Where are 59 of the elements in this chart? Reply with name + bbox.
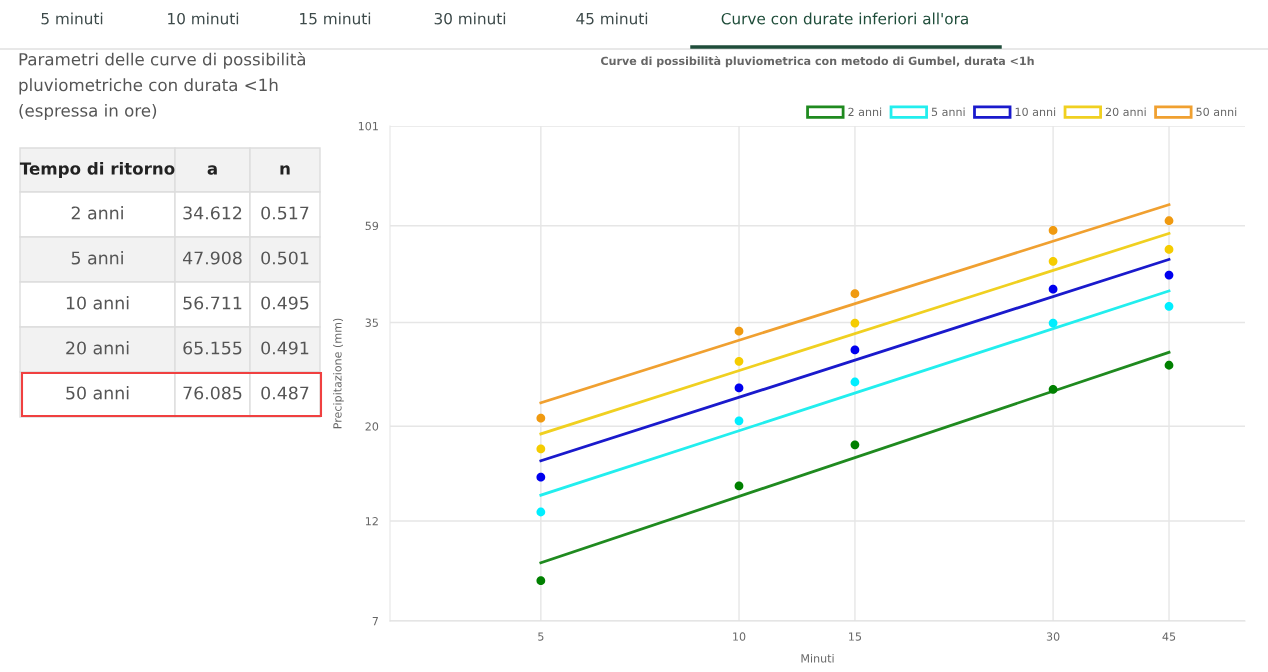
- x-tick-label: 5: [538, 632, 544, 641]
- y-tick-label: 59: [365, 221, 379, 231]
- text: 0.501: [261, 251, 309, 265]
- text: Parametri delle curve di possibilità pluviometriche con durata <1h (espressa in ore): [19, 52, 306, 121]
- text: n: [280, 165, 290, 175]
- point: [536, 507, 546, 517]
- y-tick-label: 101: [358, 121, 378, 131]
- text: 2 anni: [71, 206, 123, 220]
- text: 10 minuti: [168, 12, 239, 25]
- text: a: [207, 165, 217, 175]
- text: 20 anni: [66, 341, 129, 355]
- text: 34.612: [183, 206, 242, 220]
- text: 10 anni: [66, 296, 129, 310]
- text: 45 minuti: [576, 12, 648, 25]
- text: 65.155: [183, 341, 242, 355]
- legend-label: 10 anni: [1015, 107, 1056, 117]
- text: 15 minuti: [300, 12, 371, 25]
- legend-label: 5 anni: [931, 107, 965, 117]
- y-tick-label: 12: [365, 517, 378, 526]
- text: 56.711: [183, 296, 242, 310]
- y-tick-label: 20: [365, 422, 379, 431]
- point: [536, 413, 546, 423]
- legend-label: 20 anni: [1105, 107, 1146, 117]
- point: [1164, 245, 1174, 254]
- text: 0.487: [261, 386, 309, 400]
- y-axis-title: Precipitazione (mm): [333, 318, 344, 429]
- point: [536, 444, 546, 454]
- x-tick-label: 10: [733, 632, 746, 641]
- point: [850, 377, 860, 387]
- legend-label: 50 anni: [1196, 107, 1237, 117]
- point: [850, 440, 860, 450]
- text: 47.908: [182, 251, 242, 265]
- text: 76.085: [183, 386, 242, 400]
- x-tick-label: 45: [1162, 632, 1176, 641]
- text: 30 minuti: [434, 12, 506, 25]
- text: 50 anni: [66, 386, 129, 400]
- point: [850, 345, 860, 355]
- text: 0.495: [261, 296, 309, 310]
- chart-title: Curve di possibilità pluviometrica con metodo di Gumbel, durata <1h: [600, 56, 1034, 68]
- text: 0.491: [261, 341, 309, 355]
- point: [850, 318, 860, 328]
- point: [1164, 216, 1174, 226]
- point: [536, 472, 546, 482]
- y-tick-label: 7: [372, 617, 378, 626]
- x-tick-label: 15: [849, 632, 862, 641]
- point: [1164, 270, 1174, 280]
- x-axis-title: Minuti: [801, 653, 834, 663]
- point: [850, 289, 860, 299]
- text: 5 minuti: [41, 12, 103, 25]
- point: [536, 576, 546, 586]
- legend-label: 2 anni: [848, 107, 882, 117]
- point: [1164, 360, 1174, 370]
- text: Curve con durate inferiori all'ora: [721, 12, 968, 25]
- text: 0.517: [261, 206, 309, 220]
- y-tick-label: 35: [365, 318, 378, 327]
- point: [1164, 301, 1174, 311]
- x-tick-label: 30: [1046, 632, 1060, 641]
- text: 5 anni: [71, 251, 123, 265]
- text: Tempo di ritorno: [19, 161, 175, 179]
